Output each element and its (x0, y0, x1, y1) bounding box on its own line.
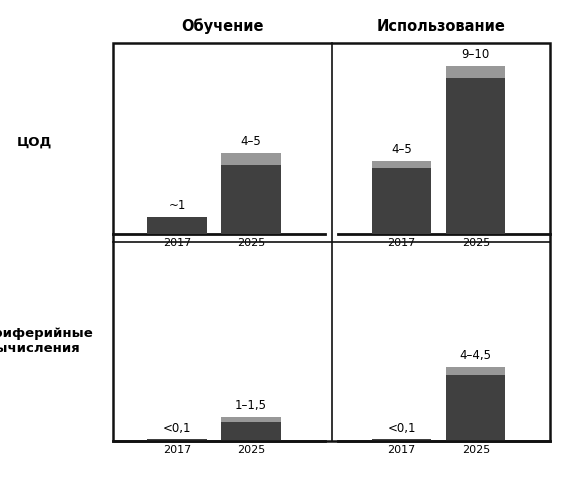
Bar (222, 417, 281, 422)
Bar (222, 422, 281, 441)
Bar (446, 367, 506, 375)
Text: Периферийные
вычисления: Периферийные вычисления (0, 327, 94, 355)
Bar (446, 78, 506, 234)
Text: Обучение: Обучение (181, 18, 264, 34)
Text: 9–10: 9–10 (462, 48, 490, 61)
Text: ~1: ~1 (168, 199, 185, 212)
Bar (147, 217, 206, 234)
Text: <0,1: <0,1 (387, 422, 416, 434)
Bar (222, 153, 281, 165)
Bar (446, 375, 506, 441)
Text: ЦОД: ЦОД (16, 136, 52, 149)
Bar (372, 439, 431, 441)
Text: 1–1,5: 1–1,5 (235, 399, 267, 412)
Bar (372, 161, 431, 168)
Text: <0,1: <0,1 (163, 422, 191, 434)
Text: 4–5: 4–5 (241, 135, 261, 148)
Bar (147, 439, 206, 441)
Bar (372, 168, 431, 234)
Text: 4–5: 4–5 (391, 144, 412, 157)
Text: 4–4,5: 4–4,5 (460, 349, 492, 362)
Text: Использование: Использование (376, 19, 505, 34)
Bar (446, 66, 506, 78)
Bar (222, 165, 281, 234)
